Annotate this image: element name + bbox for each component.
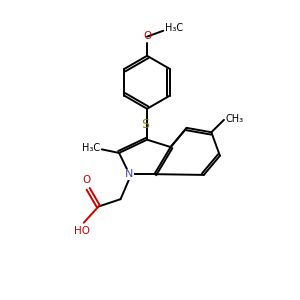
Text: CH₃: CH₃	[225, 114, 243, 124]
Text: H₃C: H₃C	[165, 23, 183, 33]
Text: O: O	[82, 175, 91, 185]
Text: N: N	[125, 169, 134, 179]
Text: O: O	[143, 31, 151, 41]
Text: H₃C: H₃C	[82, 143, 100, 153]
Text: HO: HO	[74, 226, 90, 236]
Text: S: S	[142, 118, 150, 131]
